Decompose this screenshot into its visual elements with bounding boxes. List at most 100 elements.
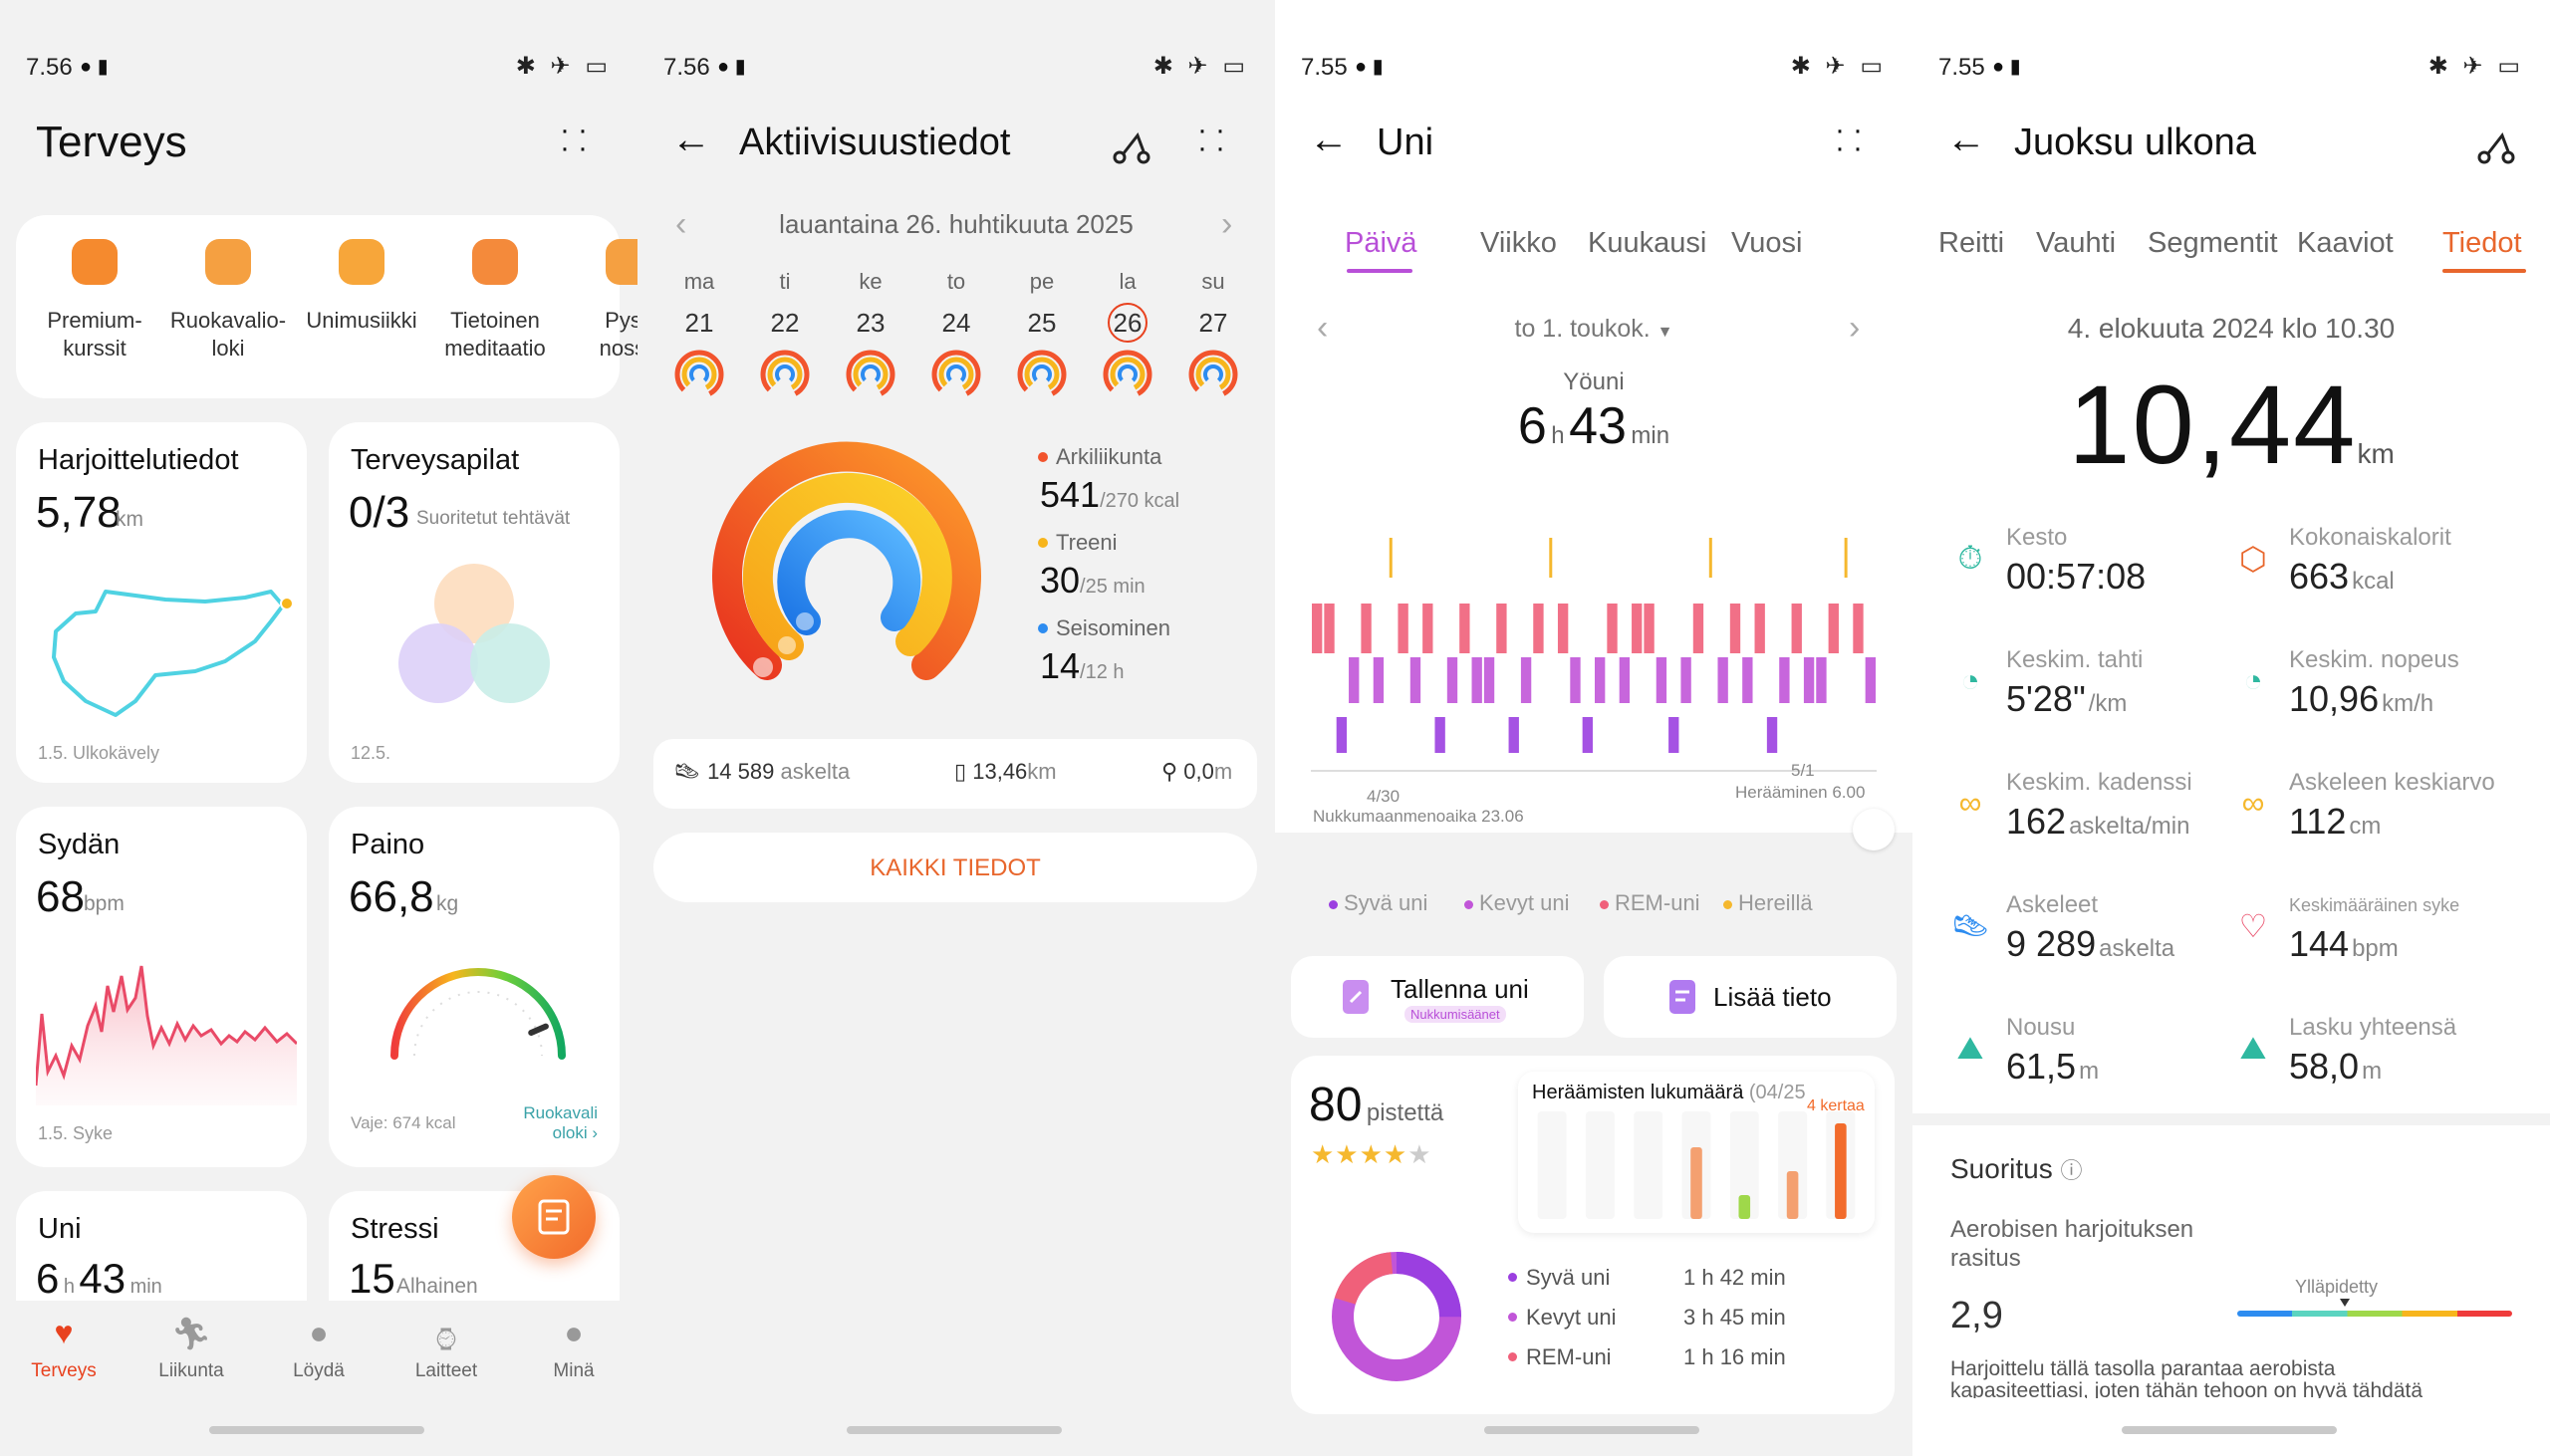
shortcut-item[interactable]: Tietoinen meditaatio — [430, 235, 560, 384]
tab-kaaviot[interactable]: Kaaviot — [2297, 227, 2394, 260]
stage-bar — [1668, 717, 1679, 753]
stat-value: 144 — [2289, 923, 2350, 964]
tab-kuukausi[interactable]: Kuukausi — [1588, 227, 1706, 260]
more-menu-icon[interactable]: ·· ·· — [560, 114, 596, 164]
day-column[interactable]: la 26 — [1088, 263, 1167, 402]
info-icon[interactable]: ⓘ — [2060, 1158, 2083, 1183]
home-indicator[interactable] — [847, 1426, 1062, 1434]
more-menu-icon[interactable]: ·· ·· — [1197, 114, 1233, 164]
prev-day-icon[interactable]: ‹ — [675, 205, 687, 243]
stage-bar — [1619, 657, 1631, 703]
health-clovers-card[interactable]: Terveysapilat 0/3 Suoritetut tehtävät 12… — [329, 422, 620, 783]
day-column[interactable]: ma 21 — [659, 263, 739, 402]
tab-viikko[interactable]: Viikko — [1480, 227, 1557, 260]
shortcut-item[interactable]: Ruokavalio- loki — [163, 235, 293, 384]
stage-bar — [1865, 657, 1876, 703]
stage-bar — [1496, 604, 1507, 653]
meditation-icon — [472, 239, 518, 285]
edit-cards-fab[interactable] — [512, 1175, 596, 1259]
stage-bar — [1373, 657, 1385, 703]
add-data-button[interactable]: Lisää tieto — [1604, 956, 1897, 1038]
stat-value: 112 — [2289, 801, 2347, 842]
prev-day-icon[interactable]: ‹ — [1317, 309, 1329, 347]
awakening-bar — [1738, 1195, 1751, 1219]
training-card[interactable]: Harjoittelutiedot 5,78 km 1.5. Ulkokävel… — [16, 422, 307, 783]
stat-ascent: ⛰︎ Nousu 61,5 m — [1950, 1010, 2239, 1119]
nav-item-running[interactable]: 🏃︎ Liikunta — [128, 1315, 255, 1394]
day-column[interactable]: to 24 — [916, 263, 996, 402]
notification-icons: ● ▮ — [80, 56, 109, 78]
shortcut-item[interactable]: Pysy nossa — [564, 235, 638, 384]
record-badge: Nukkumisäänet — [1404, 1006, 1506, 1023]
share-icon[interactable] — [1110, 123, 1153, 167]
day-column[interactable]: ke 23 — [831, 263, 910, 402]
nav-item-globe[interactable]: ● Löydä — [255, 1315, 382, 1394]
share-icon[interactable] — [2474, 123, 2518, 167]
habits-unit: Suoritetut tehtävät — [416, 508, 571, 529]
back-arrow-icon[interactable]: ← — [1309, 118, 1349, 161]
nav-item-heart[interactable]: ♥ Terveys — [0, 1315, 128, 1394]
shortcut-item[interactable]: Unimusiikki — [297, 235, 426, 384]
stage-label: Kevyt uni — [1526, 1305, 1617, 1330]
stage-bar — [1409, 657, 1421, 703]
add-note-icon — [1669, 980, 1695, 1014]
tab-reitti[interactable]: Reitti — [1938, 227, 2004, 260]
tab-segmentit[interactable]: Segmentit — [2148, 227, 2278, 260]
day-column[interactable]: pe 25 — [1002, 263, 1082, 402]
diet-log-link[interactable]: Ruokavali oloki › — [523, 1103, 598, 1142]
all-data-button[interactable]: KAIKKI TIEDOT — [653, 833, 1257, 902]
stat-value: 10,96 — [2289, 678, 2380, 719]
stage-bar — [1483, 657, 1495, 703]
date-selector[interactable]: to 1. toukok. ▼ — [1275, 315, 1912, 344]
heart-card[interactable]: Sydän 68 bpm 1.5. Syke — [16, 807, 307, 1167]
system-status-icons: ✱ ✈ ▭ — [515, 53, 612, 80]
nav-item-profile[interactable]: ● Minä — [510, 1315, 638, 1394]
nav-item-watch[interactable]: ⌚︎ Laitteet — [382, 1315, 510, 1394]
back-arrow-icon[interactable]: ← — [671, 118, 711, 161]
tab-vuosi[interactable]: Vuosi — [1731, 227, 1802, 260]
awakenings-title-text: Heräämisten lukumäärä — [1532, 1082, 1744, 1103]
descent-icon: ⛰︎ — [2239, 1030, 2267, 1066]
record-sleep-button[interactable]: Tallenna uni Nukkumisäänet — [1291, 956, 1584, 1038]
notification-icons: ● ▮ — [717, 56, 746, 78]
nav-label: Terveys — [31, 1360, 97, 1381]
tab-päivä[interactable]: Päivä — [1345, 227, 1417, 273]
aerobic-note: Harjoittelu tällä tasolla parantaa aerob… — [1950, 1358, 2423, 1398]
weekday-label: ke — [859, 269, 883, 294]
next-day-icon[interactable]: › — [1849, 309, 1861, 347]
exercise-number: 30 — [1040, 560, 1081, 601]
bottom-nav: ♥ Terveys 🏃︎ Liikunta ● Löydä ⌚︎ Laitteet ● Minä — [0, 1301, 638, 1400]
stage-bar — [1570, 657, 1581, 703]
nav-label: Löydä — [293, 1360, 345, 1381]
date-label: lauantaina 26. huhtikuuta 2025 — [779, 209, 1134, 239]
chart-handle[interactable] — [1853, 809, 1895, 850]
shortcut-item[interactable]: Premium- kurssit — [30, 235, 159, 384]
weight-card[interactable]: Paino 66,8 kg Vaje: 674 kcal Ruokavali o… — [329, 807, 620, 1167]
steps-value: 14 589 — [707, 759, 775, 784]
stat-value: 663 — [2289, 556, 2350, 597]
next-day-icon[interactable]: › — [1221, 205, 1233, 243]
sleep-hours-unit: h — [1551, 422, 1565, 449]
stress-unit: Alhainen — [396, 1275, 478, 1298]
stat-speed: ◔ Keskim. nopeus 10,96 km/h — [2233, 642, 2522, 752]
stage-bar — [1742, 657, 1753, 703]
more-menu-icon[interactable]: ·· ·· — [1835, 114, 1871, 164]
sleep-minutes: 43 — [1569, 397, 1627, 455]
status-bar: 7.56 ● ▮ ✱ ✈ ▭ — [638, 52, 1275, 92]
tab-tiedot[interactable]: Tiedot — [2442, 227, 2526, 273]
home-indicator[interactable] — [1484, 1426, 1699, 1434]
day-column[interactable]: ti 22 — [745, 263, 825, 402]
day-background — [1585, 1111, 1615, 1219]
stage-bar — [1779, 657, 1790, 703]
exercise-label: Treeni — [1056, 530, 1118, 555]
activity-rings — [712, 441, 981, 680]
distance-unit: km — [1027, 759, 1057, 784]
back-arrow-icon[interactable]: ← — [1946, 118, 1986, 161]
day-number: 21 — [684, 308, 714, 338]
day-column[interactable]: su 27 — [1173, 263, 1253, 402]
tab-label: Reitti — [1938, 227, 2005, 259]
day-number: 22 — [770, 308, 800, 338]
home-indicator[interactable] — [209, 1426, 424, 1434]
home-indicator[interactable] — [2122, 1426, 2337, 1434]
tab-vauhti[interactable]: Vauhti — [2036, 227, 2116, 260]
